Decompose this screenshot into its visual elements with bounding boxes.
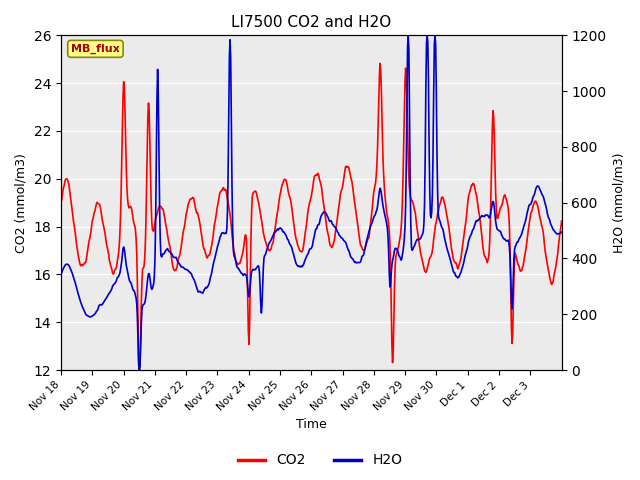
Title: LI7500 CO2 and H2O: LI7500 CO2 and H2O bbox=[231, 15, 392, 30]
Y-axis label: CO2 (mmol/m3): CO2 (mmol/m3) bbox=[15, 153, 28, 252]
Text: MB_flux: MB_flux bbox=[71, 44, 120, 54]
Y-axis label: H2O (mmol/m3): H2O (mmol/m3) bbox=[612, 153, 625, 253]
X-axis label: Time: Time bbox=[296, 419, 326, 432]
Legend: CO2, H2O: CO2, H2O bbox=[232, 448, 408, 473]
